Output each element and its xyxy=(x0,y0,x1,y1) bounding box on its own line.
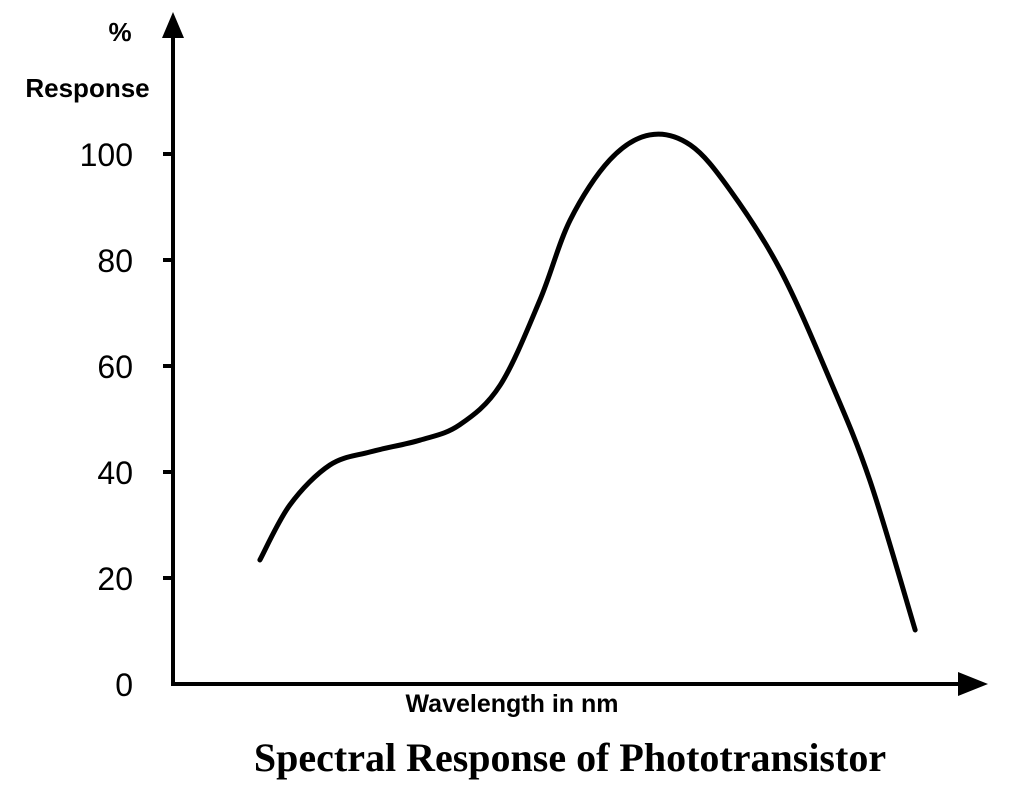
y-tick-label: 0 xyxy=(115,667,133,703)
y-axis-label-response: Response xyxy=(25,73,150,103)
y-tick-label: 100 xyxy=(80,137,133,173)
chart-title: Spectral Response of Phototransistor xyxy=(253,735,887,780)
x-axis-label: Wavelength in nm xyxy=(405,690,619,718)
y-tick-label: 80 xyxy=(97,243,133,279)
y-axis-arrow xyxy=(162,12,184,38)
y-tick-label: 20 xyxy=(97,561,133,597)
response-curve xyxy=(257,131,918,633)
y-tick-label: 40 xyxy=(97,455,133,491)
y-axis-label-percent: % xyxy=(108,17,132,47)
y-tick-label: 60 xyxy=(97,349,133,385)
x-axis-arrow xyxy=(958,672,988,696)
